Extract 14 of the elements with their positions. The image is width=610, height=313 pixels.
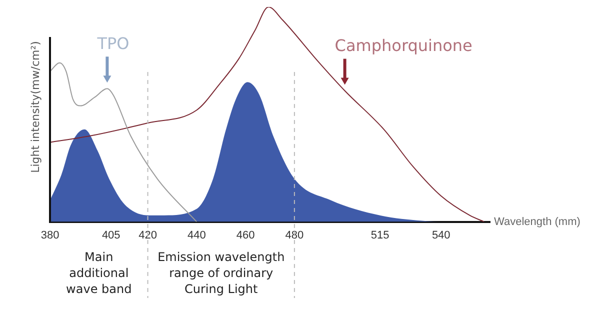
x-tick-label: 380 <box>40 229 60 242</box>
x-tick-label: 515 <box>370 229 390 242</box>
x-tick-label: 405 <box>102 229 120 242</box>
x-axis-title: Wavelength (mm) <box>494 216 580 228</box>
text: Emission wavelength range of ordinary Curing Light <box>158 250 285 296</box>
x-tick-label: 460 <box>236 229 255 242</box>
annotation: TPO <box>96 34 130 53</box>
text: Main additional wave band <box>66 250 132 296</box>
x-tick-label: 540 <box>432 229 450 242</box>
x-tick-label: 420 <box>138 229 157 242</box>
x-tick-label: 440 <box>187 229 206 242</box>
annotation: Camphorquinone <box>334 36 472 55</box>
x-tick-label: 480 <box>285 229 304 242</box>
y-axis-title: Light intensity(mw/cm²) <box>28 41 42 173</box>
